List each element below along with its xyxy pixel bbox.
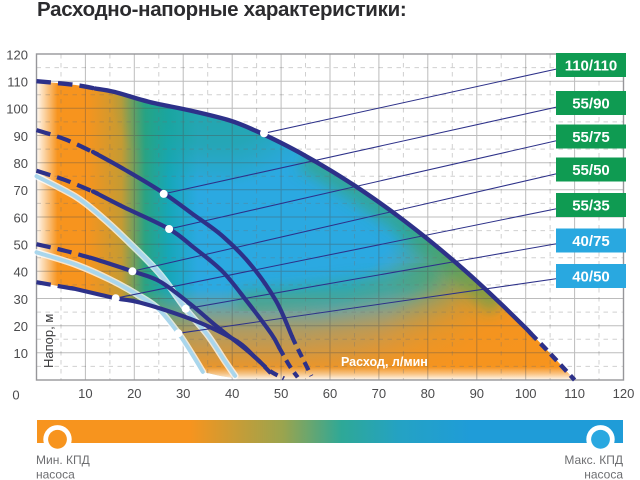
svg-text:120: 120 [6,47,28,62]
svg-text:насоса: насоса [36,468,75,480]
svg-text:30: 30 [176,386,190,401]
svg-text:Расходно-напорные характеристи: Расходно-напорные характеристики: [37,0,406,21]
svg-text:40/50: 40/50 [572,268,610,285]
svg-text:40: 40 [14,265,28,280]
svg-text:100: 100 [6,102,28,117]
svg-text:110/110: 110/110 [565,57,618,74]
svg-text:50: 50 [274,386,288,401]
svg-text:Макс. КПД: Макс. КПД [564,453,623,467]
svg-text:55/50: 55/50 [572,162,610,179]
svg-text:90: 90 [14,129,28,144]
svg-text:30: 30 [14,292,28,307]
svg-text:55/35: 55/35 [572,197,610,214]
svg-text:80: 80 [421,386,435,401]
svg-text:70: 70 [14,183,28,198]
svg-text:40: 40 [225,386,239,401]
svg-text:50: 50 [14,238,28,253]
svg-text:20: 20 [127,386,141,401]
svg-text:55/90: 55/90 [572,95,610,112]
svg-text:90: 90 [470,386,484,401]
svg-text:0: 0 [12,388,19,403]
svg-text:Мин. КПД: Мин. КПД [36,453,90,467]
svg-text:насоса: насоса [584,468,623,480]
svg-text:55/75: 55/75 [572,129,610,146]
svg-text:70: 70 [372,386,386,401]
svg-text:40/75: 40/75 [572,233,610,250]
svg-text:100: 100 [515,386,537,401]
svg-text:80: 80 [14,156,28,171]
svg-text:120: 120 [613,386,635,401]
svg-text:10: 10 [14,346,28,361]
svg-text:10: 10 [78,386,92,401]
svg-text:110: 110 [564,386,585,401]
svg-text:110: 110 [7,75,28,90]
svg-text:60: 60 [323,386,337,401]
svg-text:60: 60 [14,210,28,225]
svg-text:Расход, л/мин: Расход, л/мин [341,355,428,369]
svg-text:20: 20 [14,319,28,334]
svg-text:Напор, м: Напор, м [41,314,56,368]
